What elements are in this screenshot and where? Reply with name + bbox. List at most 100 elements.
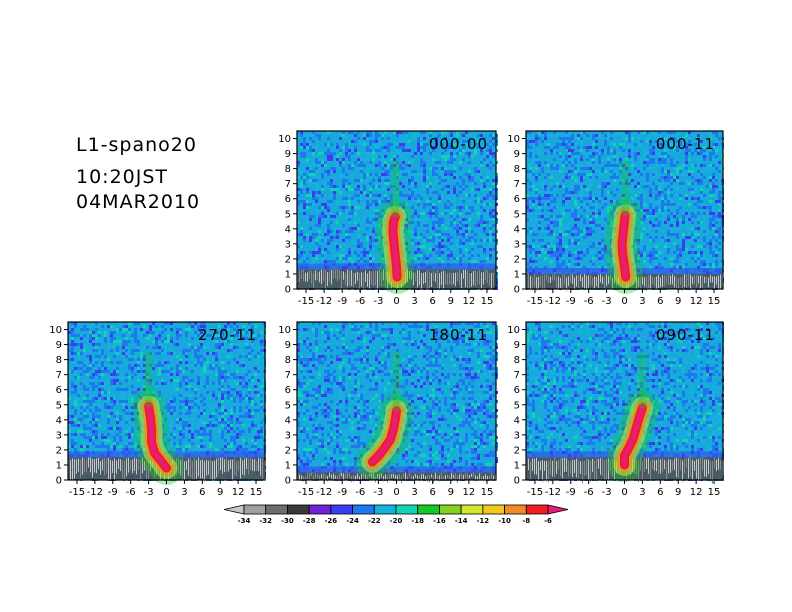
noise-cell — [676, 221, 679, 224]
noise-cell — [233, 358, 236, 361]
noise-cell — [459, 254, 462, 257]
noise-cell — [432, 206, 435, 209]
noise-cell — [655, 245, 658, 248]
noise-cell — [616, 170, 619, 173]
noise-cell — [429, 212, 432, 215]
noise-cell — [480, 218, 483, 221]
noise-cell — [559, 230, 562, 233]
noise-cell — [592, 242, 595, 245]
noise-cell — [300, 131, 303, 134]
noise-cell — [98, 343, 101, 346]
noise-cell — [703, 260, 706, 263]
noise-cell — [670, 173, 673, 176]
noise-cell — [146, 331, 149, 334]
noise-cell — [550, 266, 553, 269]
noise-cell — [137, 376, 140, 379]
noise-cell — [547, 173, 550, 176]
noise-cell — [592, 158, 595, 161]
noise-cell — [414, 134, 417, 137]
noise-cell — [453, 134, 456, 137]
noise-cell — [526, 197, 529, 200]
noise-cell — [441, 167, 444, 170]
noise-cell — [655, 230, 658, 233]
noise-cell — [477, 131, 480, 134]
noise-cell — [381, 137, 384, 140]
noise-cell — [95, 337, 98, 340]
noise-cell — [200, 355, 203, 358]
noise-cell — [637, 140, 640, 143]
low-signal-streak — [660, 277, 661, 288]
noise-cell — [104, 337, 107, 340]
noise-cell — [526, 131, 529, 134]
noise-cell — [435, 161, 438, 164]
noise-cell — [345, 149, 348, 152]
x-tick-label: 15 — [708, 296, 721, 307]
noise-cell — [306, 176, 309, 179]
noise-cell — [414, 236, 417, 239]
noise-cell — [420, 161, 423, 164]
noise-cell — [357, 206, 360, 209]
noise-cell — [649, 137, 652, 140]
noise-cell — [369, 131, 372, 134]
noise-cell — [613, 143, 616, 146]
low-signal-streak — [459, 270, 460, 285]
noise-cell — [92, 361, 95, 364]
noise-cell — [221, 361, 224, 364]
noise-cell — [574, 167, 577, 170]
noise-cell — [682, 260, 685, 263]
noise-cell — [661, 140, 664, 143]
noise-cell — [477, 146, 480, 149]
noise-cell — [577, 152, 580, 155]
noise-cell — [315, 251, 318, 254]
noise-cell — [703, 167, 706, 170]
noise-cell — [676, 227, 679, 230]
noise-cell — [538, 215, 541, 218]
noise-cell — [655, 263, 658, 266]
noise-cell — [589, 182, 592, 185]
noise-cell — [483, 164, 486, 167]
noise-cell — [83, 331, 86, 334]
noise-cell — [131, 376, 134, 379]
noise-cell — [303, 182, 306, 185]
noise-cell — [330, 167, 333, 170]
noise-cell — [583, 176, 586, 179]
plume-upper-streak — [621, 161, 630, 216]
noise-cell — [306, 140, 309, 143]
noise-cell — [673, 260, 676, 263]
noise-cell — [354, 134, 357, 137]
noise-cell — [601, 170, 604, 173]
noise-cell — [532, 242, 535, 245]
noise-cell — [658, 191, 661, 194]
noise-cell — [670, 188, 673, 191]
noise-cell — [646, 230, 649, 233]
noise-cell — [71, 346, 74, 349]
noise-cell — [598, 170, 601, 173]
noise-cell — [393, 131, 396, 134]
noise-cell — [300, 179, 303, 182]
noise-cell — [456, 131, 459, 134]
noise-cell — [339, 137, 342, 140]
noise-cell — [357, 155, 360, 158]
noise-cell — [465, 143, 468, 146]
noise-cell — [637, 257, 640, 260]
noise-cell — [227, 340, 230, 343]
noise-cell — [297, 224, 300, 227]
noise-cell — [471, 182, 474, 185]
noise-cell — [194, 340, 197, 343]
noise-cell — [405, 194, 408, 197]
noise-cell — [673, 149, 676, 152]
noise-cell — [242, 331, 245, 334]
noise-cell — [465, 185, 468, 188]
noise-cell — [697, 215, 700, 218]
noise-cell — [631, 164, 634, 167]
noise-cell — [568, 230, 571, 233]
noise-cell — [694, 203, 697, 206]
noise-cell — [393, 155, 396, 158]
noise-cell — [646, 176, 649, 179]
header-title: L1-spano20 — [76, 134, 197, 156]
noise-cell — [435, 179, 438, 182]
noise-cell — [200, 364, 203, 367]
noise-cell — [658, 185, 661, 188]
noise-cell — [676, 212, 679, 215]
noise-cell — [245, 382, 248, 385]
